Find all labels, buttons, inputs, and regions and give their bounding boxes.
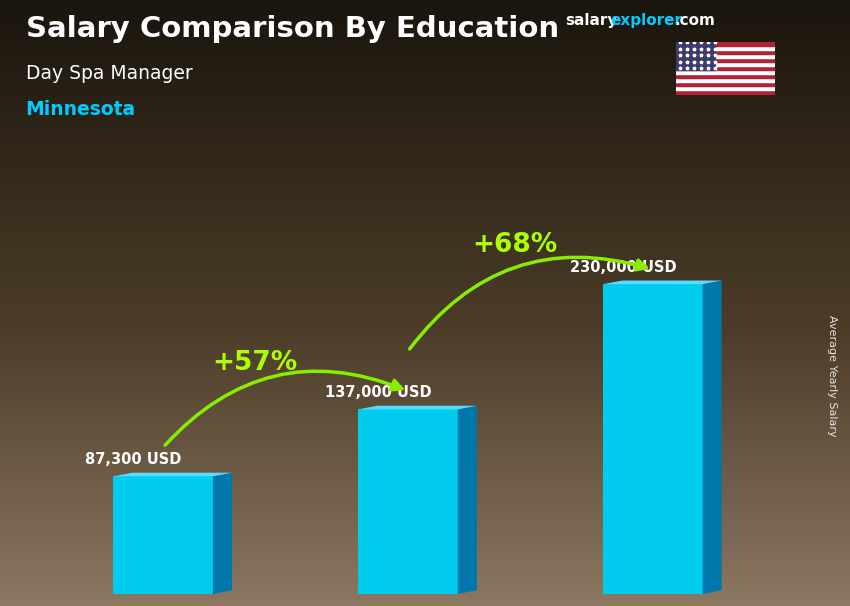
Text: explorer: explorer	[610, 13, 683, 28]
Polygon shape	[603, 281, 722, 284]
Text: Salary Comparison By Education: Salary Comparison By Education	[26, 15, 558, 43]
Polygon shape	[113, 476, 212, 594]
Text: Average Yearly Salary: Average Yearly Salary	[827, 315, 837, 436]
Polygon shape	[212, 473, 232, 594]
Polygon shape	[457, 406, 477, 594]
Text: .com: .com	[674, 13, 715, 28]
Polygon shape	[113, 473, 232, 476]
Text: Day Spa Manager: Day Spa Manager	[26, 64, 192, 82]
Text: 87,300 USD: 87,300 USD	[85, 452, 182, 467]
Polygon shape	[358, 410, 457, 594]
Polygon shape	[358, 406, 477, 410]
Text: +57%: +57%	[212, 350, 298, 376]
Polygon shape	[702, 281, 722, 594]
Text: 137,000 USD: 137,000 USD	[325, 385, 432, 401]
Polygon shape	[603, 284, 702, 594]
Text: Minnesota: Minnesota	[26, 100, 136, 119]
Text: salary: salary	[565, 13, 618, 28]
Text: +68%: +68%	[473, 232, 558, 258]
Text: 230,000 USD: 230,000 USD	[570, 260, 677, 275]
